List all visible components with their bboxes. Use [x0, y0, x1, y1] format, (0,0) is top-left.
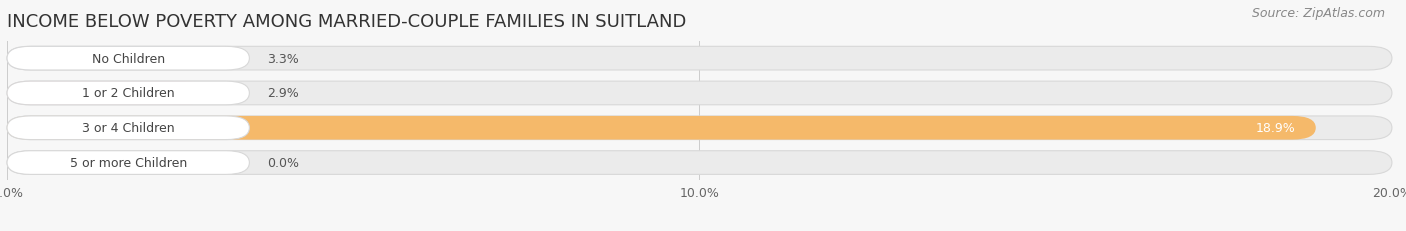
FancyBboxPatch shape [7, 47, 249, 71]
FancyBboxPatch shape [7, 151, 249, 175]
Text: 3 or 4 Children: 3 or 4 Children [82, 122, 174, 135]
FancyBboxPatch shape [7, 116, 1392, 140]
Text: 2.9%: 2.9% [267, 87, 298, 100]
FancyBboxPatch shape [7, 47, 236, 71]
FancyBboxPatch shape [7, 82, 208, 105]
Text: 3.3%: 3.3% [267, 52, 298, 65]
Text: 1 or 2 Children: 1 or 2 Children [82, 87, 174, 100]
FancyBboxPatch shape [7, 116, 1316, 140]
Text: Source: ZipAtlas.com: Source: ZipAtlas.com [1251, 7, 1385, 20]
Text: INCOME BELOW POVERTY AMONG MARRIED-COUPLE FAMILIES IN SUITLAND: INCOME BELOW POVERTY AMONG MARRIED-COUPL… [7, 13, 686, 30]
Text: 18.9%: 18.9% [1256, 122, 1295, 135]
FancyBboxPatch shape [7, 151, 1392, 175]
FancyBboxPatch shape [7, 47, 1392, 71]
Text: 0.0%: 0.0% [267, 156, 298, 169]
FancyBboxPatch shape [7, 116, 249, 140]
Text: No Children: No Children [91, 52, 165, 65]
Text: 5 or more Children: 5 or more Children [69, 156, 187, 169]
FancyBboxPatch shape [7, 82, 1392, 105]
FancyBboxPatch shape [7, 82, 249, 105]
